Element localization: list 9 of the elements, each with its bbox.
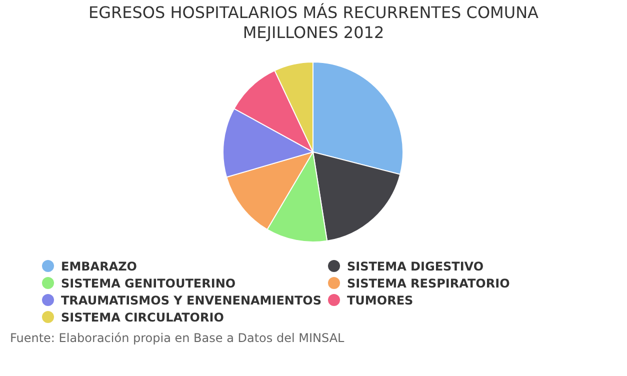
chart-title: EGRESOS HOSPITALARIOS MÁS RECURRENTES COMUNA MEJILLONES 2012 — [88, 3, 539, 42]
legend-label: SISTEMA RESPIRATORIO — [347, 276, 510, 290]
legend-label: EMBARAZO — [61, 260, 138, 274]
legend-label: SISTEMA DIGESTIVO — [347, 260, 484, 274]
source-note: Fuente: Elaboración propia en Base a Datos del MINSAL — [10, 331, 345, 345]
legend-label: SISTEMA GENITOUTERINO — [61, 276, 236, 290]
legend-label: SISTEMA CIRCULATORIO — [61, 310, 224, 324]
legend-label: TRAUMATISMOS Y ENVENENAMIENTOS — [61, 294, 322, 308]
legend-label: TUMORES — [347, 294, 414, 308]
